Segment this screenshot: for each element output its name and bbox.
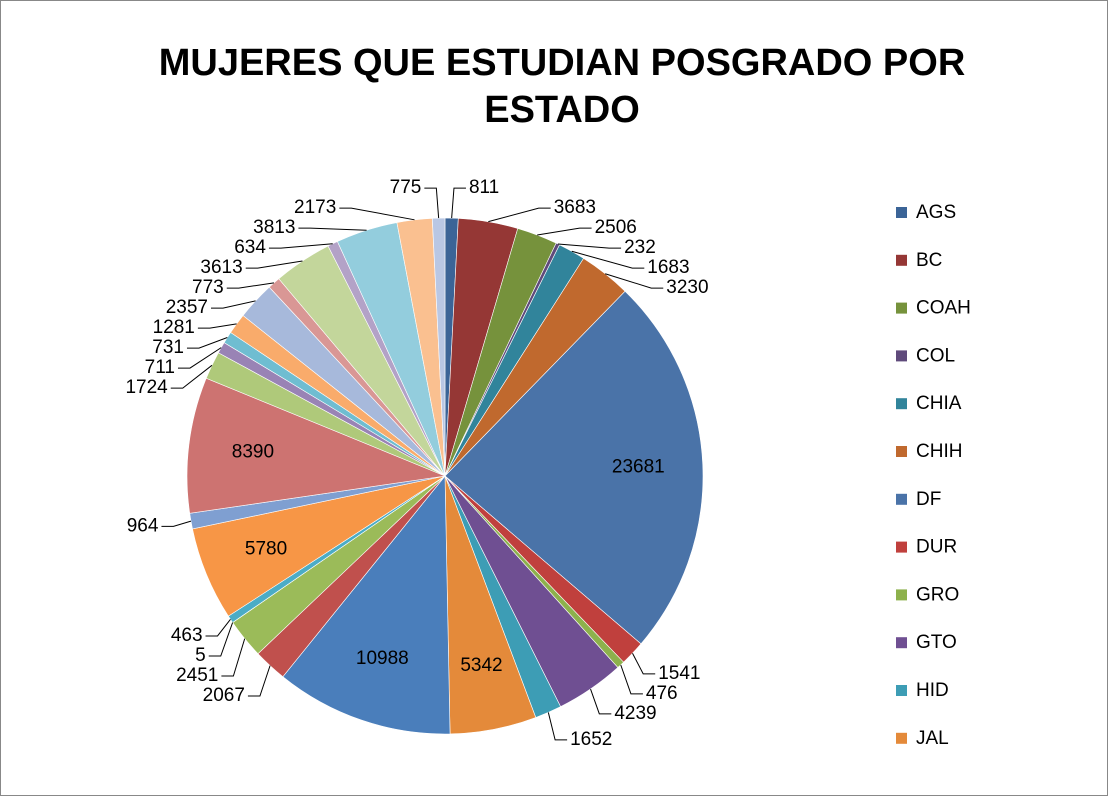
pie-slice — [444, 290, 704, 645]
leader-line — [268, 243, 333, 249]
data-label: 711 — [145, 357, 175, 378]
data-label: 775 — [390, 177, 422, 198]
data-label: 5 — [195, 645, 206, 666]
data-label: 3813 — [253, 217, 295, 238]
legend-label: CHIA — [916, 393, 962, 414]
data-label: 1724 — [125, 377, 168, 398]
legend-swatch — [896, 446, 907, 457]
legend-label: GTO — [916, 632, 957, 653]
leader-line — [451, 187, 466, 219]
data-label: 3683 — [554, 197, 596, 218]
data-label: 1652 — [570, 729, 612, 750]
leader-line — [339, 207, 415, 221]
data-label: 773 — [192, 277, 224, 298]
legend-swatch — [896, 732, 907, 744]
data-label: 463 — [171, 625, 203, 646]
legend-swatch — [896, 350, 907, 362]
leader-line — [186, 337, 228, 349]
data-label: 964 — [127, 515, 159, 536]
data-label: 476 — [646, 683, 678, 704]
data-label: 1281 — [153, 317, 195, 338]
data-label: 10988 — [356, 648, 409, 669]
data-label: 2173 — [294, 197, 336, 218]
leader-line — [197, 323, 237, 329]
data-label: 3613 — [200, 257, 242, 278]
leader-line — [245, 260, 303, 269]
legend-swatch — [896, 207, 907, 218]
leader-line — [205, 619, 231, 637]
leader-line — [247, 665, 271, 697]
data-label: 1541 — [658, 663, 700, 684]
legend-swatch — [896, 589, 907, 601]
leader-line — [208, 622, 234, 657]
leader-line — [161, 520, 192, 527]
leader-line — [424, 187, 440, 219]
leader-line — [632, 653, 656, 675]
leader-line — [177, 347, 222, 369]
data-label: 5780 — [245, 539, 287, 560]
data-label: 731 — [152, 337, 184, 358]
legend-swatch — [896, 493, 907, 505]
leader-line — [211, 300, 256, 309]
legend-label: COL — [916, 345, 955, 366]
leader-line — [537, 227, 592, 236]
legend-swatch — [896, 254, 907, 266]
chart-title: MUJERES QUE ESTUDIAN POSGRADO POR ESTADO — [158, 42, 966, 131]
legend-label: COAH — [916, 298, 971, 319]
data-label: 2506 — [595, 217, 637, 238]
data-label: 23681 — [612, 456, 665, 477]
leader-line — [226, 282, 275, 289]
leader-line — [488, 207, 551, 223]
pie-slice — [186, 377, 447, 514]
data-label: 232 — [624, 237, 656, 258]
leader-line — [547, 712, 568, 741]
legend-swatch — [896, 685, 907, 696]
data-label: 1683 — [647, 257, 689, 278]
leader-line — [221, 638, 246, 677]
legend-label: JAL — [916, 728, 949, 749]
legend-label: CHIH — [916, 441, 962, 462]
leader-line — [571, 250, 645, 269]
legend-swatch — [896, 398, 907, 410]
leader-line — [170, 364, 213, 389]
leader-line — [590, 688, 612, 715]
legend-label: GRO — [916, 584, 959, 605]
legend-label: DUR — [916, 537, 957, 558]
legend-label: BC — [916, 250, 942, 271]
data-label: 4239 — [614, 703, 656, 724]
data-label: 8390 — [232, 442, 274, 463]
data-label: 811 — [469, 177, 499, 198]
legend-swatch — [896, 541, 907, 553]
legend-label: AGS — [916, 202, 956, 223]
data-label: 3230 — [666, 277, 708, 298]
legend-label: DF — [916, 489, 941, 510]
legend-label: HID — [916, 680, 949, 701]
data-label: 2451 — [176, 665, 218, 686]
leader-line — [620, 664, 643, 695]
leader-line — [557, 243, 622, 249]
leader-line — [605, 273, 664, 289]
pie-slice — [282, 475, 451, 735]
legend-swatch — [896, 637, 907, 649]
leader-line — [298, 227, 367, 231]
legend-swatch — [896, 302, 907, 314]
data-label: 2067 — [203, 685, 245, 706]
data-label: 5342 — [460, 655, 502, 676]
data-label: 634 — [234, 237, 266, 258]
data-label: 2357 — [166, 297, 208, 318]
